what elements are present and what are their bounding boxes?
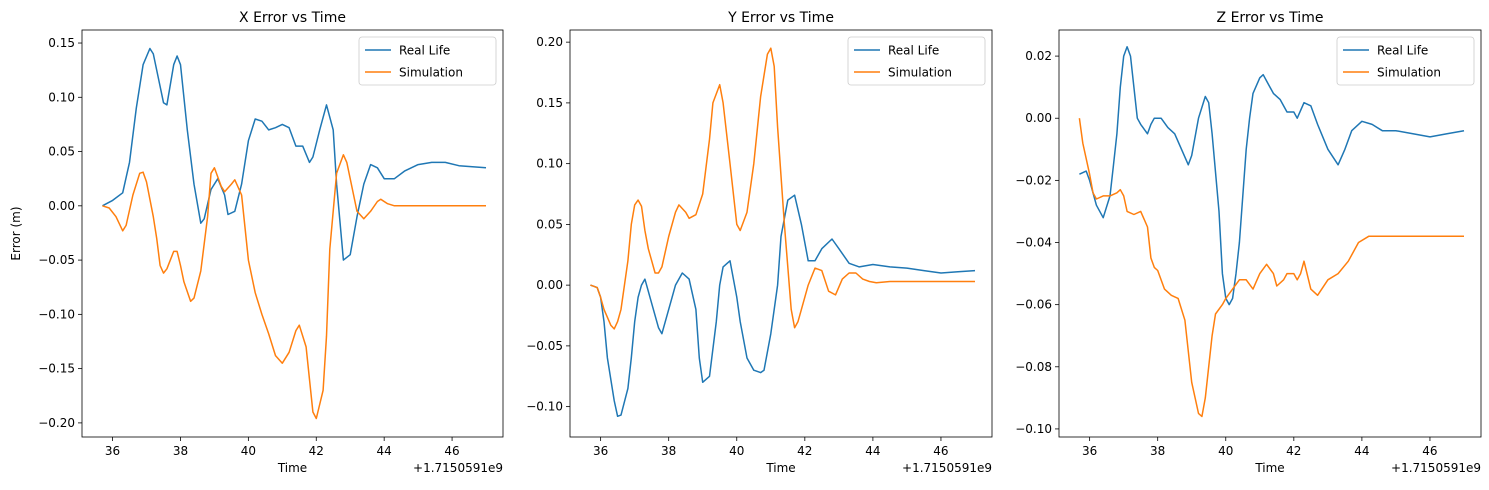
x-axis-offset-label: +1.7150591e9 [1391,461,1481,475]
y-tick-label: −0.06 [1015,298,1052,312]
plot-area-frame [569,29,993,438]
x-tick-label: 38 [173,444,188,458]
x-tick-label: 44 [865,444,880,458]
x-axis-label: Time [277,461,307,475]
legend-entry: Real Life [1377,44,1428,58]
x-axis-label: Time [765,461,795,475]
legend: Real Life Simulation [358,36,497,86]
y-axis-label: Error (m) [9,206,23,260]
chart-1: 36 38 40 42 44 46 −0.20 −0.15 −0.10 −0.05 0.00 0.05… [9,10,504,475]
x-tick-label: 42 [309,444,324,458]
legend: Real Life Simulation [847,36,986,86]
x-axis-offset-label: +1.7150591e9 [413,461,503,475]
x-tick-label: 42 [797,444,812,458]
series-line-simulation [590,47,975,330]
y-tick-label: −0.10 [38,307,75,321]
legend-entry: Simulation [399,66,463,80]
y-tick-label: 0.10 [536,157,563,171]
x-axis-offset-label: +1.7150591e9 [902,461,992,475]
x-tick-label: 44 [377,444,392,458]
legend-frame [358,36,497,86]
chart-3: 36 38 40 42 44 46 −0.10 −0.08 −0.06 −0.04 −0.02 0.0… [1015,10,1482,475]
series-line-simulation [1078,118,1464,418]
chart-title: Z Error vs Time [1217,10,1324,26]
series-line-real-life [102,47,487,261]
y-tick-label: −0.20 [38,416,75,430]
legend-entry: Real Life [888,44,939,58]
x-tick-label: 38 [661,444,676,458]
series-line-real-life [1079,46,1465,306]
y-tick-label: −0.05 [526,339,563,353]
y-tick-label: 0.00 [1025,111,1052,125]
y-tick-label: 0.20 [536,35,563,49]
legend-entry: Simulation [1377,66,1441,80]
x-tick-label: 36 [105,444,120,458]
legend-entry: Simulation [888,66,952,80]
y-tick-label: 0.00 [48,199,75,213]
x-tick-label: 40 [1218,444,1233,458]
y-tick-label: 0.05 [536,217,563,231]
y-tick-label: 0.05 [48,145,75,159]
y-tick-label: −0.15 [38,362,75,376]
legend-entry: Real Life [399,44,450,58]
chart-title: X Error vs Time [239,10,346,26]
x-tick-label: 44 [1354,444,1369,458]
x-axis-label: Time [1254,461,1284,475]
plot-area-frame [81,29,504,438]
chart-title: Y Error vs Time [727,10,834,26]
legend-frame [1336,36,1475,86]
y-tick-label: −0.10 [526,400,563,414]
y-tick-label: −0.02 [1015,173,1052,187]
x-tick-label: 42 [1286,444,1301,458]
legend: Real Life Simulation [1336,36,1475,86]
series-line-real-life [590,194,976,418]
chart-2: 36 38 40 42 44 46 −0.10 −0.05 0.00 0.05 0.10 0.15 0.… [526,10,993,475]
x-tick-label: 40 [241,444,256,458]
x-tick-label: 46 [933,444,948,458]
series-line-simulation [102,154,486,420]
y-tick-label: −0.08 [1015,360,1052,374]
x-tick-label: 38 [1150,444,1165,458]
plot-area-frame [1058,29,1482,438]
x-tick-label: 36 [593,444,608,458]
legend-frame [847,36,986,86]
x-tick-label: 46 [1422,444,1437,458]
y-tick-label: −0.05 [38,253,75,267]
y-tick-label: −0.04 [1015,236,1052,250]
x-tick-label: 46 [444,444,459,458]
x-tick-label: 40 [729,444,744,458]
y-tick-label: −0.10 [1015,422,1052,436]
y-tick-label: 0.02 [1025,49,1052,63]
y-tick-label: 0.00 [536,278,563,292]
y-tick-label: 0.15 [48,36,75,50]
x-tick-label: 36 [1082,444,1097,458]
y-tick-label: 0.10 [48,90,75,104]
y-tick-label: 0.15 [536,96,563,110]
